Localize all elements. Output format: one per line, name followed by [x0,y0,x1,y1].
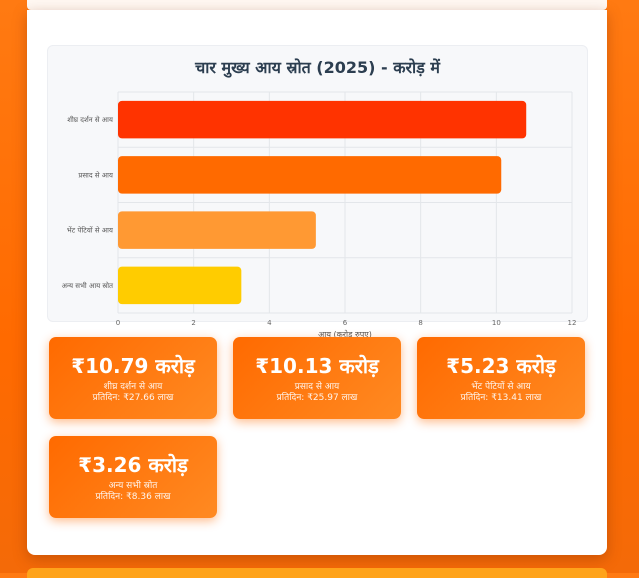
stat-label: प्रसाद से आय [294,382,340,392]
next-card-edge [27,568,607,578]
x-tick-label: 12 [568,319,577,327]
stat-card-prasad: ₹10.13 करोड़ प्रसाद से आय प्रतिदिन: ₹25.… [233,337,401,419]
stat-label: भेंट पेटियों से आय [471,382,531,392]
x-tick-label: 4 [267,319,272,327]
x-tick-label: 10 [492,319,501,327]
chart-title: चार मुख्य आय स्रोत (2025) - करोड़ में [195,58,440,77]
stat-card-other: ₹3.26 करोड़ अन्य सभी स्रोत प्रतिदिन: ₹8.… [49,436,217,518]
stat-daily: प्रतिदिन: ₹25.97 लाख [276,393,358,403]
x-tick-label: 8 [418,319,422,327]
bar [118,156,502,194]
stat-label: शीघ्र दर्शन से आय [103,382,163,392]
stat-daily: प्रतिदिन: ₹13.41 लाख [460,393,542,403]
x-axis-label: आय (करोड़ रुपए) [318,329,372,339]
stat-label: अन्य सभी स्रोत [108,481,158,491]
stat-amount: ₹3.26 करोड़ [78,453,188,477]
bar [118,100,527,139]
bar [118,266,242,305]
stat-amount: ₹10.13 करोड़ [255,354,379,378]
y-category-label: शीघ्र दर्शन से आय [67,115,114,124]
stat-amount: ₹5.23 करोड़ [446,354,556,378]
bar [118,211,316,249]
y-category-label: अन्य सभी आय स्रोत [62,281,114,290]
x-tick-label: 0 [116,319,120,327]
income-card: चार मुख्य आय स्रोत (2025) - करोड़ में 0 2… [27,10,607,555]
stat-card-donation-box: ₹5.23 करोड़ भेंट पेटियों से आय प्रतिदिन:… [417,337,585,419]
y-category-label: प्रसाद से आय [78,170,114,179]
previous-card-edge [27,0,607,10]
bar-chart-svg: 0 2 4 6 8 10 12 शीघ्र दर्शन से आय प्रसाद से आय भे… [62,91,577,339]
stat-daily: प्रतिदिन: ₹8.36 लाख [95,492,171,502]
x-tick-label: 2 [191,319,195,327]
stat-card-quick-darshan: ₹10.79 करोड़ शीघ्र दर्शन से आय प्रतिदिन:… [49,337,217,419]
x-tick-label: 6 [343,319,348,327]
income-chart: चार मुख्य आय स्रोत (2025) - करोड़ में 0 2… [47,45,588,339]
stat-daily: प्रतिदिन: ₹27.66 लाख [92,393,174,403]
stat-amount: ₹10.79 करोड़ [71,354,195,378]
y-category-label: भेंट पेटियों से आय [67,226,114,235]
